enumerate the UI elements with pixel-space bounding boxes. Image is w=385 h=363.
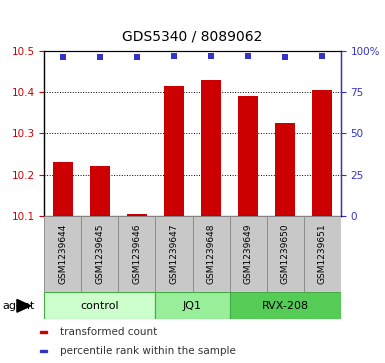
Point [60, 54, 66, 60]
Point [171, 53, 177, 59]
Bar [40, 350, 47, 352]
Text: GSM1239648: GSM1239648 [206, 224, 216, 284]
Bar [44, 292, 156, 319]
Text: GSM1239650: GSM1239650 [281, 224, 290, 285]
Text: agent: agent [2, 301, 34, 311]
Bar [201, 80, 221, 216]
Text: control: control [80, 301, 119, 311]
Point [282, 54, 288, 60]
Point [97, 54, 103, 60]
Bar [267, 216, 304, 292]
Text: GSM1239649: GSM1239649 [244, 224, 253, 284]
Text: transformed count: transformed count [60, 327, 157, 337]
Bar [44, 216, 81, 292]
Bar [127, 214, 147, 216]
Bar [229, 216, 266, 292]
Text: JQ1: JQ1 [183, 301, 202, 311]
Text: GDS5340 / 8089062: GDS5340 / 8089062 [122, 29, 263, 44]
Bar [304, 216, 341, 292]
Bar [275, 123, 295, 216]
Text: percentile rank within the sample: percentile rank within the sample [60, 346, 236, 356]
Bar [164, 86, 184, 216]
Bar [119, 216, 156, 292]
Bar [192, 216, 229, 292]
Bar [229, 292, 341, 319]
Bar [40, 331, 47, 333]
Text: GSM1239646: GSM1239646 [132, 224, 141, 284]
Text: RVX-208: RVX-208 [261, 301, 309, 311]
Bar [53, 162, 73, 216]
Bar [90, 166, 110, 216]
Bar [238, 96, 258, 216]
Point [208, 53, 214, 59]
Bar [312, 90, 332, 216]
Text: GSM1239647: GSM1239647 [169, 224, 179, 284]
Point [245, 53, 251, 59]
Bar [81, 216, 119, 292]
Bar [156, 216, 192, 292]
Bar [156, 292, 229, 319]
Polygon shape [17, 299, 31, 312]
Text: GSM1239645: GSM1239645 [95, 224, 104, 284]
Point [319, 53, 325, 59]
Text: GSM1239651: GSM1239651 [318, 224, 327, 285]
Text: GSM1239644: GSM1239644 [58, 224, 67, 284]
Point [134, 54, 140, 60]
